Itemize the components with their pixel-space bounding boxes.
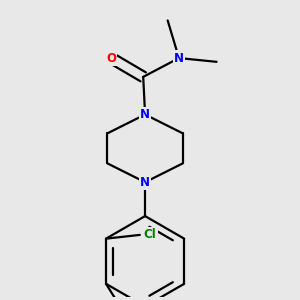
Text: N: N [174,52,184,64]
Text: Cl: Cl [144,228,157,242]
Text: O: O [106,52,116,64]
Text: N: N [140,176,150,189]
Text: N: N [140,108,150,121]
